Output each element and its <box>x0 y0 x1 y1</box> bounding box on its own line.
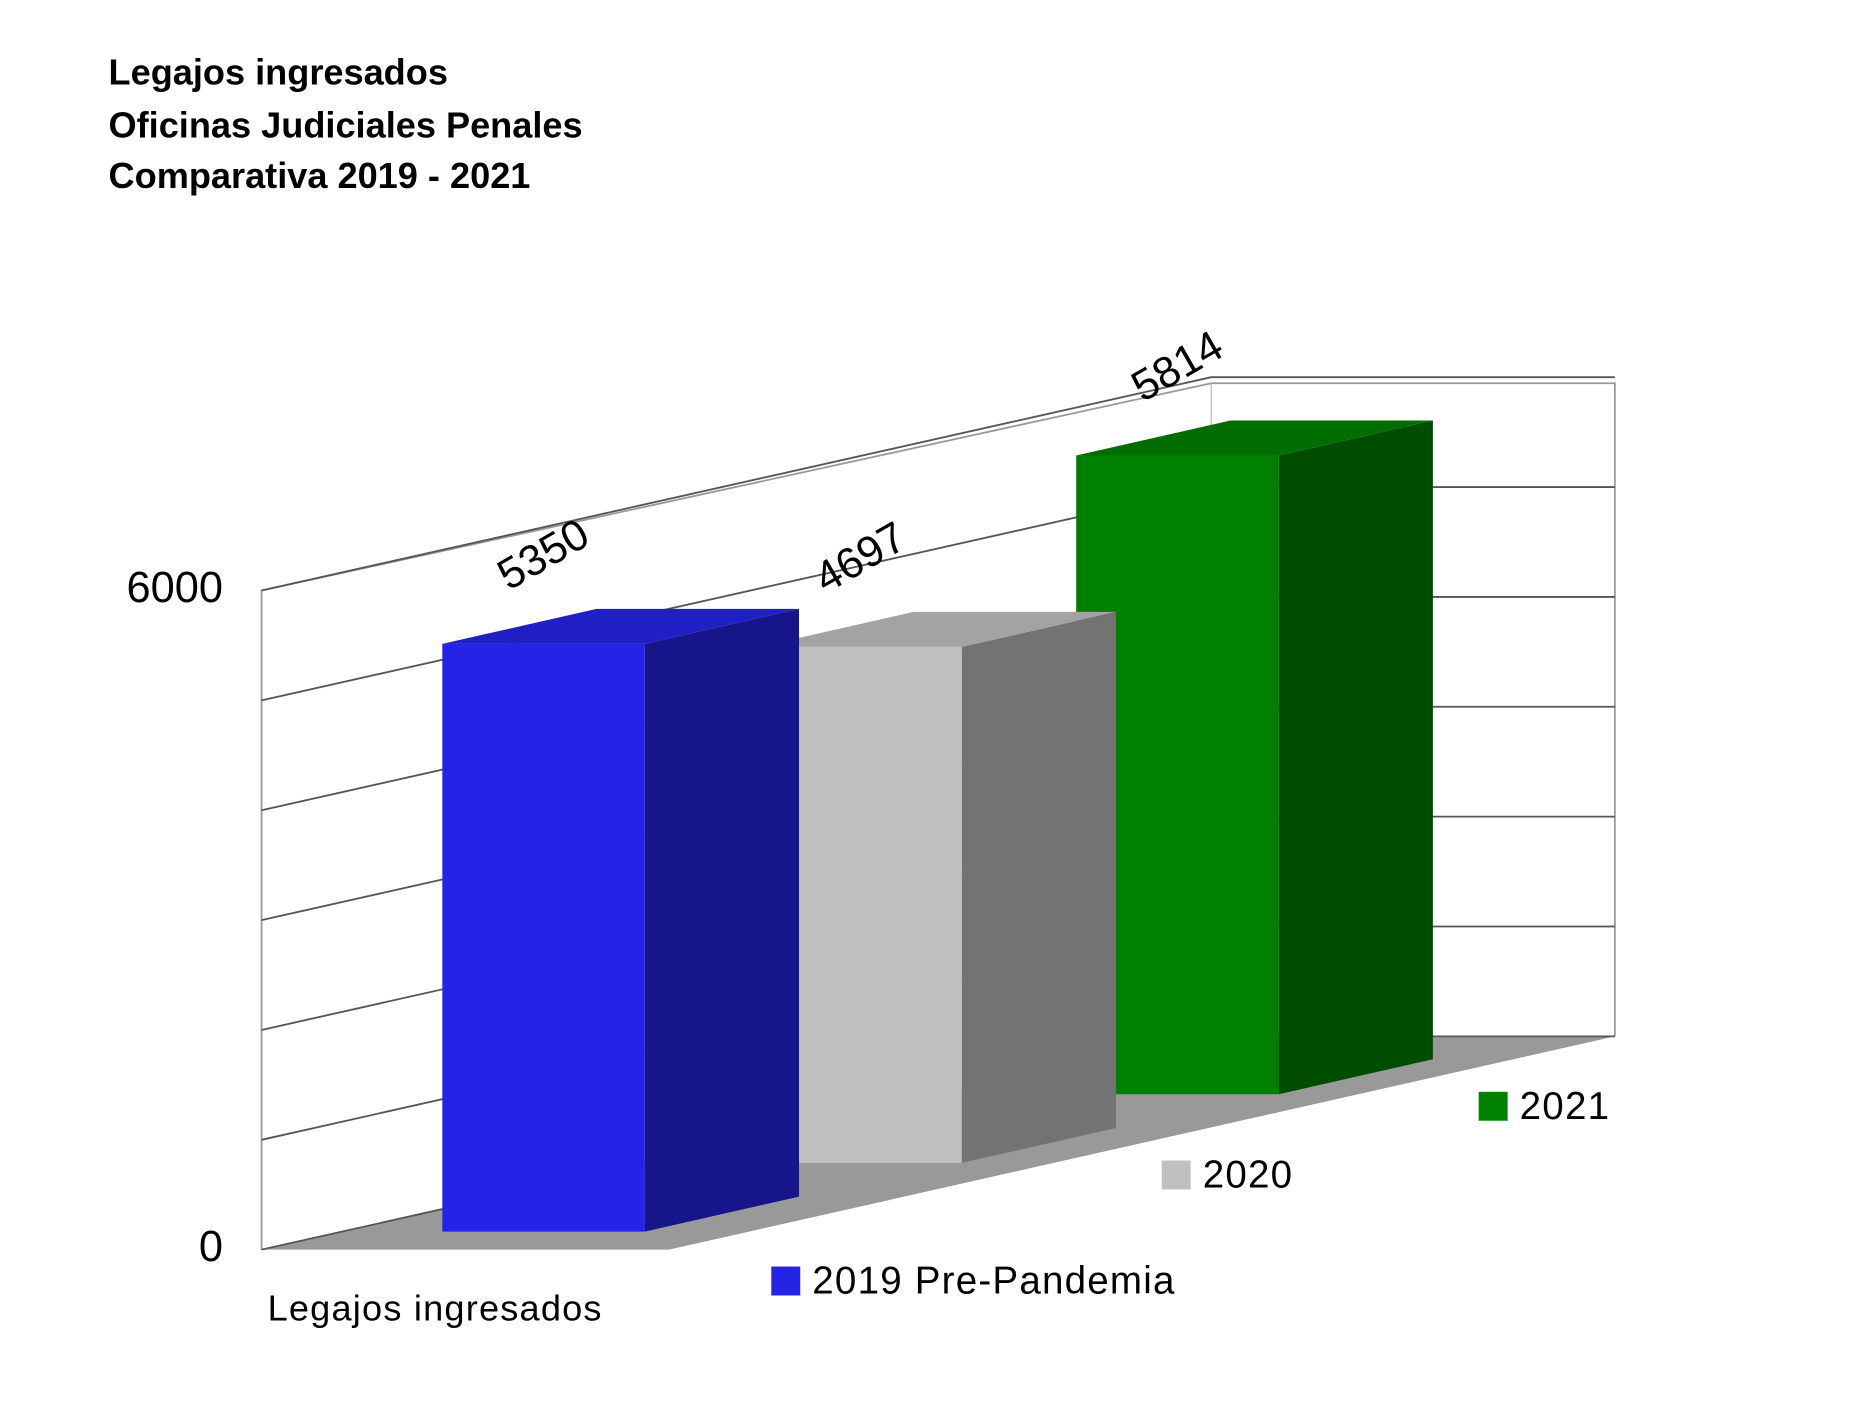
legend-swatch <box>1478 1091 1508 1121</box>
value-label: 4697 <box>807 513 915 603</box>
bar-side <box>961 611 1116 1163</box>
x-tick-label: Legajos ingresados <box>268 1288 603 1329</box>
bar <box>442 643 645 1232</box>
bar-top <box>442 608 800 644</box>
bar-top <box>1076 420 1433 456</box>
bar-top <box>759 611 1116 647</box>
legend-swatch <box>1161 1160 1191 1190</box>
legend-label: 2020 <box>1203 1154 1294 1197</box>
chart-title: Legajos ingresados <box>109 51 448 92</box>
value-label: 5814 <box>1124 322 1232 412</box>
y-tick-label: 6000 <box>127 564 223 612</box>
bar-side <box>644 608 800 1232</box>
legend-label: 2021 <box>1520 1085 1611 1128</box>
chart-title: Oficinas Judiciales Penales <box>109 104 583 145</box>
value-label: 5350 <box>490 510 598 600</box>
chart-title: Comparativa 2019 - 2021 <box>109 155 531 196</box>
legend-label: 2019 Pre-Pandemia <box>812 1260 1175 1303</box>
grid-line <box>261 376 1615 592</box>
legend-swatch <box>771 1266 801 1296</box>
bar-side <box>1278 420 1433 1095</box>
y-tick-label: 0 <box>199 1223 223 1271</box>
